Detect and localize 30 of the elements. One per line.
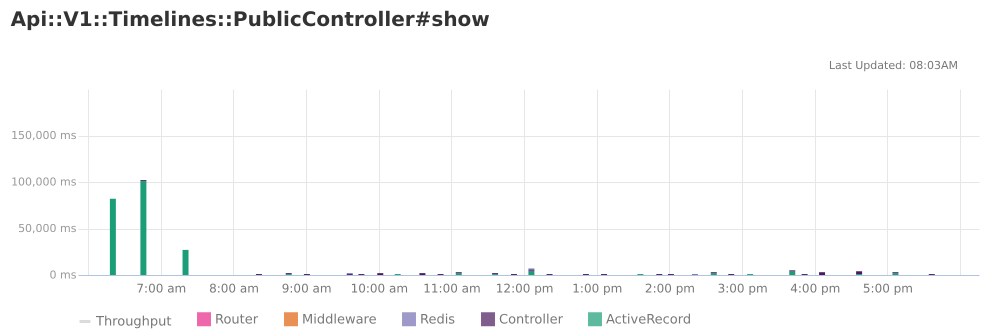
x-tick-label: 5:00 pm bbox=[862, 282, 913, 296]
chart-title: Api::V1::Timelines::PublicController#show bbox=[10, 7, 490, 31]
x-tick-label: 4:00 pm bbox=[790, 282, 840, 296]
x-tick-label: 1:00 pm bbox=[572, 282, 622, 296]
x-tick-label: 8:00 am bbox=[209, 282, 259, 296]
bar bbox=[789, 271, 796, 275]
x-tick-label: 7:00 am bbox=[136, 282, 186, 296]
bar bbox=[528, 271, 534, 275]
text: Last Updated: 08:03AM bbox=[828, 59, 958, 72]
legend-label: Controller bbox=[499, 312, 564, 328]
y-tick-label: 150,000 ms bbox=[11, 129, 77, 142]
bar bbox=[856, 271, 862, 274]
bar bbox=[819, 272, 826, 275]
legend-label: ActiveRecord bbox=[606, 312, 692, 328]
legend-label: Redis bbox=[420, 312, 456, 328]
bar bbox=[182, 250, 189, 275]
y-tick-label: 0 ms bbox=[50, 268, 77, 282]
legend-label: Throughput bbox=[95, 314, 172, 330]
x-tick-label: 10:00 am bbox=[350, 282, 408, 296]
x-tick-label: 3:00 pm bbox=[718, 282, 768, 296]
x-tick-label: 12:00 pm bbox=[496, 282, 554, 296]
x-tick-label: 2:00 pm bbox=[644, 282, 695, 296]
x-tick-label: 9:00 am bbox=[282, 282, 332, 296]
bar bbox=[140, 181, 146, 275]
legend-label: Middleware bbox=[302, 312, 377, 328]
legend-label: Router bbox=[215, 312, 259, 328]
y-tick-label: 50,000 ms bbox=[18, 222, 77, 235]
y-tick-label: 100,000 ms bbox=[11, 176, 77, 188]
bar bbox=[110, 198, 116, 275]
x-tick-label: 11:00 am bbox=[423, 282, 481, 296]
